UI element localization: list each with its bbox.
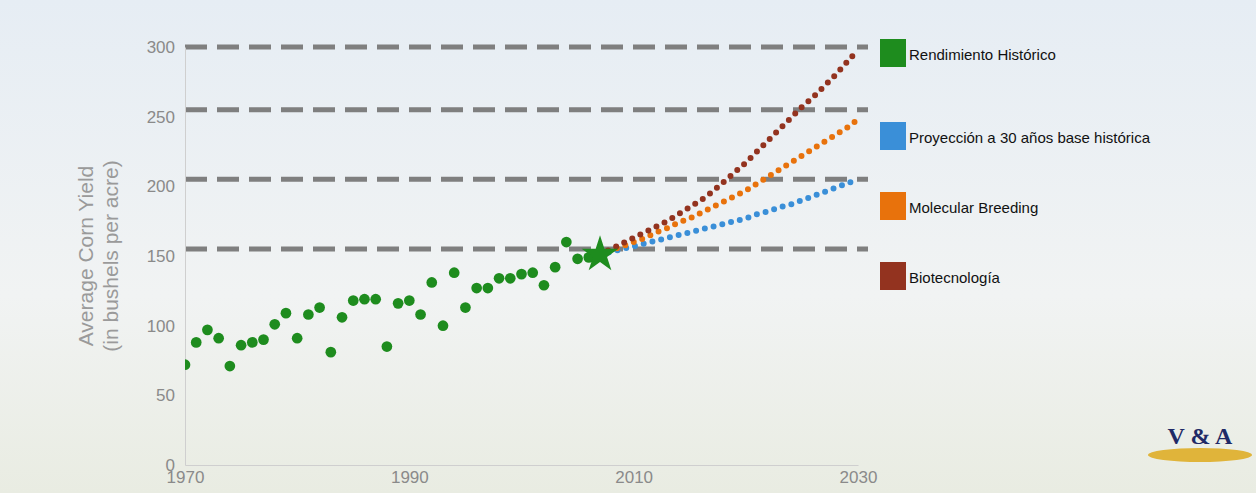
legend-swatch: [880, 39, 906, 67]
reference-line: [185, 45, 868, 50]
y-axis-title: Average Corn Yield(in bushels per acre): [74, 160, 122, 351]
series-point: [202, 324, 213, 335]
series-point: [314, 302, 325, 313]
series-point: [236, 340, 247, 351]
legend-label: Molecular Breeding: [909, 199, 1038, 216]
y-tick: 250: [147, 108, 185, 127]
series-point: [527, 267, 538, 278]
y-tick: 300: [147, 38, 185, 57]
series-point: [213, 333, 224, 344]
y-tick-label: 200: [147, 177, 175, 196]
series-point: [348, 295, 359, 306]
series-point: [561, 237, 572, 248]
background: [0, 0, 1256, 493]
series-point: [185, 359, 190, 370]
series-point: [426, 277, 437, 288]
legend-item: Biotecnología: [880, 262, 1001, 290]
logo-text: V & A: [1168, 423, 1234, 449]
chart: 0501001502002503001970199020102030Averag…: [0, 0, 1256, 493]
series-point: [359, 294, 370, 305]
reference-line: [185, 107, 868, 112]
y-tick: 50: [156, 386, 185, 405]
logo-shape: [1148, 448, 1252, 462]
x-tick: 2010: [615, 465, 653, 487]
series-point: [325, 347, 336, 358]
legend-label: Biotecnología: [909, 269, 1001, 286]
x-axis-line: [186, 465, 859, 466]
reference-lines: [185, 47, 868, 249]
y-axis-line: [185, 48, 186, 466]
series-line: [600, 50, 858, 255]
y-tick-label: 300: [147, 38, 175, 57]
series-line: [600, 179, 858, 254]
series-point: [281, 308, 292, 319]
series-point: [370, 294, 381, 305]
series-point: [494, 273, 505, 284]
y-tick-label: 250: [147, 108, 175, 127]
series-point: [404, 295, 415, 306]
series-point: [258, 334, 269, 345]
legend-swatch: [880, 192, 906, 220]
series-point: [460, 302, 471, 313]
series-point: [303, 309, 314, 320]
x-tick: 1970: [167, 465, 205, 487]
y-tick: 100: [147, 317, 185, 336]
series-point: [225, 361, 236, 372]
reference-line: [185, 247, 868, 252]
x-axis: 1970 1990 2010 2030: [167, 465, 878, 487]
series-point: [191, 337, 202, 348]
series-point: [438, 320, 449, 331]
x-tick-label: 2010: [615, 468, 653, 487]
series-point: [482, 283, 493, 294]
series-point: [292, 333, 303, 344]
y-tick: 200: [147, 177, 185, 196]
series-point: [382, 341, 393, 352]
legend-label: Rendimiento Histórico: [909, 46, 1056, 63]
legend-label: Proyección a 30 años base histórica: [909, 129, 1151, 146]
x-tick-label: 1990: [391, 468, 429, 487]
legend-item: Rendimiento Histórico: [880, 39, 1056, 67]
series-point: [572, 253, 583, 264]
y-tick: 150: [147, 247, 185, 266]
series-point: [539, 280, 550, 291]
y-tick-label: 100: [147, 317, 175, 336]
series-point: [449, 267, 460, 278]
legend: Rendimiento Histórico Proyección a 30 año…: [880, 39, 1151, 290]
highlight-star: [582, 235, 619, 270]
series-point: [550, 262, 561, 273]
y-tick-label: 150: [147, 247, 175, 266]
legend-swatch: [880, 262, 906, 290]
series-point: [337, 312, 348, 323]
series-point: [505, 273, 516, 284]
x-tick: 2030: [840, 465, 878, 487]
plot-area: [185, 50, 858, 372]
series-point: [415, 309, 426, 320]
x-tick-label: 2030: [840, 468, 878, 487]
logo: V & A: [1148, 423, 1252, 462]
legend-item: Molecular Breeding: [880, 192, 1038, 220]
series-point: [393, 298, 404, 309]
x-tick: 1990: [391, 465, 429, 487]
y-tick-label: 50: [156, 386, 175, 405]
legend-item: Proyección a 30 años base histórica: [880, 122, 1151, 150]
series-point: [471, 283, 482, 294]
x-tick-label: 1970: [167, 468, 205, 487]
legend-swatch: [880, 122, 906, 150]
series-point: [516, 269, 527, 280]
y-axis: 050100150200250300: [147, 38, 186, 475]
series-point: [269, 319, 280, 330]
series-point: [247, 337, 258, 348]
